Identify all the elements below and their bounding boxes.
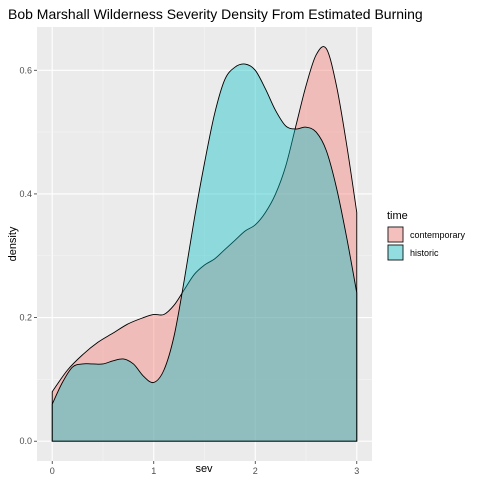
y-tick-label: 0.0 — [19, 436, 32, 446]
legend-swatch-contemporary — [388, 227, 403, 242]
y-axis: 0.0 0.2 0.4 0.6 — [19, 65, 37, 446]
y-tick-label: 0.4 — [19, 189, 32, 199]
y-axis-title: density — [7, 226, 19, 261]
legend-label-contemporary: contemporary — [410, 230, 466, 240]
legend: time contemporary historic — [387, 210, 466, 261]
legend-label-historic: historic — [410, 248, 439, 258]
x-tick-label: 2 — [253, 466, 258, 476]
x-tick-label: 1 — [151, 466, 156, 476]
y-tick-label: 0.2 — [19, 313, 32, 323]
legend-swatch-historic — [388, 245, 403, 260]
x-tick-label: 3 — [354, 466, 359, 476]
y-tick-label: 0.6 — [19, 65, 32, 75]
x-axis-title: sev — [195, 463, 213, 475]
x-tick-label: 0 — [50, 466, 55, 476]
chart-title: Bob Marshall Wilderness Severity Density… — [8, 6, 423, 22]
legend-title: time — [387, 210, 408, 222]
